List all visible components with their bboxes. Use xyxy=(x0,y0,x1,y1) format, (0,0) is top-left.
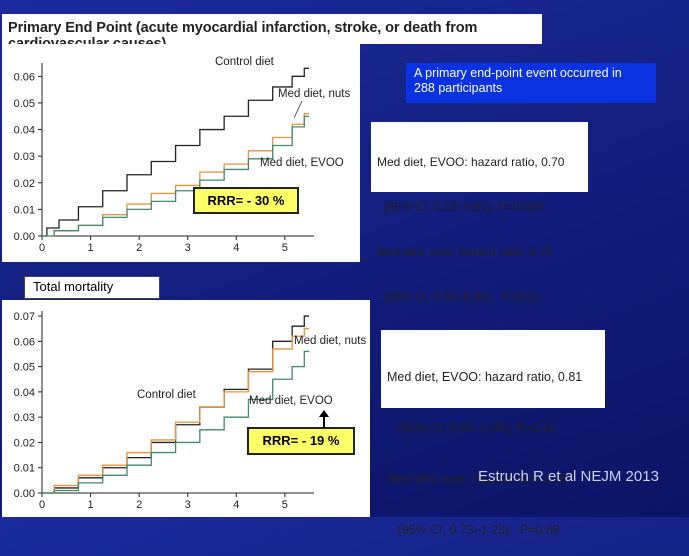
y-tick-label: 0.00 xyxy=(14,488,35,500)
total-mortality-label: Total mortality xyxy=(24,276,160,299)
y-tick-label: 0.06 xyxy=(14,336,35,348)
x-tick-label: 1 xyxy=(88,499,94,511)
y-tick-label: 0.02 xyxy=(14,437,35,449)
y-tick-label: 0.01 xyxy=(14,463,35,475)
primary-stat-line3: Med diet, nuts: hazard ratio, 0.70 xyxy=(377,245,553,259)
mortality-stat-line4: (95% CI, 0.73–1.23); P=0.68 xyxy=(387,523,560,537)
primary-stat-line1: Med diet, EVOO: hazard ratio, 0.70 xyxy=(377,155,565,169)
arrow-head-icon xyxy=(319,410,329,417)
total-mortality-chart-panel: 0.00 0.01 0.02 0.03 0.04 0.05 0.06 0.07 0 1 2 3 4 5 Me… xyxy=(2,300,370,517)
primary-stat-line2: (95% CI, 0.53–0.91); P=0.009 xyxy=(377,200,543,214)
x-tick-label: 4 xyxy=(233,499,239,511)
series-line-nuts xyxy=(42,328,310,494)
y-tick-label: 0.06 xyxy=(14,71,35,83)
y-tick-label: 0.04 xyxy=(14,387,35,399)
y-tick-label: 0.01 xyxy=(14,204,35,216)
mortality-stat-line1: Med diet, EVOO: hazard ratio, 0.81 xyxy=(387,370,583,384)
x-tick-label: 4 xyxy=(233,242,239,254)
x-tick-label: 3 xyxy=(185,242,191,254)
x-tick-label: 0 xyxy=(39,499,45,511)
mortality-stat-line2: (95% CI, 0.63–1.05); P=0.11 xyxy=(387,421,556,435)
y-tick-label: 0.04 xyxy=(14,125,35,137)
series-line-evoo xyxy=(42,350,310,494)
series-line-evoo xyxy=(42,115,310,237)
y-tick-label: 0.00 xyxy=(14,231,35,243)
primary-endpoint-chart: 0.00 0.01 0.02 0.03 0.04 0.05 0.06 0 1 2 3 4 5 Contro… xyxy=(14,56,351,254)
mortality-hazard-ratios: Med diet, EVOO: hazard ratio, 0.81 (95% … xyxy=(381,330,605,537)
y-tick-label: 0.02 xyxy=(14,178,35,190)
total-mortality-chart: 0.00 0.01 0.02 0.03 0.04 0.05 0.06 0.07 0 1 2 3 4 5 Me… xyxy=(14,311,366,511)
rrr-mortality-badge: RRR= - 19 % xyxy=(247,427,355,455)
primary-stat-line4: (95% CI, 0.53–0.94); P=0.02 xyxy=(377,290,540,304)
x-tick-label: 1 xyxy=(88,242,94,254)
events-info-line2: 288 participants xyxy=(414,81,503,95)
x-tick-label: 2 xyxy=(136,499,142,511)
series-label: Med diet, EVOO xyxy=(249,395,333,407)
y-tick-label: 0.03 xyxy=(14,151,35,163)
x-tick-label: 3 xyxy=(185,499,191,511)
y-tick-label: 0.05 xyxy=(14,362,35,374)
series-line-nuts xyxy=(42,112,310,237)
events-info-line1: A primary end-point event occurred in xyxy=(414,66,622,80)
primary-endpoint-chart-panel: 0.00 0.01 0.02 0.03 0.04 0.05 0.06 0 1 2 3 4 5 Contro… xyxy=(2,44,360,262)
mortality-stat-line3: Med diet, nuts: hazard ratio, 0.95 xyxy=(387,472,570,486)
series-label: Med diet, EVOO xyxy=(260,157,344,169)
rrr-primary-badge: RRR= - 30 % xyxy=(193,187,299,214)
x-tick-label: 5 xyxy=(282,242,288,254)
chart-title-box: Primary End Point (acute myocardial infa… xyxy=(2,14,542,52)
series-label: Control diet xyxy=(215,56,275,68)
x-tick-label: 5 xyxy=(282,499,288,511)
y-tick-label: 0.07 xyxy=(14,311,35,323)
series-line-control xyxy=(42,67,310,237)
series-line-control xyxy=(42,315,310,494)
series-label: Control diet xyxy=(137,389,197,401)
events-info-box: A primary end-point event occurred in 28… xyxy=(406,63,656,103)
x-tick-label: 2 xyxy=(136,242,142,254)
label-leader xyxy=(293,100,303,119)
y-tick-label: 0.05 xyxy=(14,98,35,110)
series-label: Med diet, nuts xyxy=(278,88,350,100)
primary-hazard-ratios: Med diet, EVOO: hazard ratio, 0.70 (95% … xyxy=(371,122,588,304)
series-label: Med diet, nuts xyxy=(294,335,366,347)
citation: Estruch R et al NEJM 2013 xyxy=(478,468,659,485)
x-tick-label: 0 xyxy=(39,242,45,254)
y-tick-label: 0.03 xyxy=(14,412,35,424)
